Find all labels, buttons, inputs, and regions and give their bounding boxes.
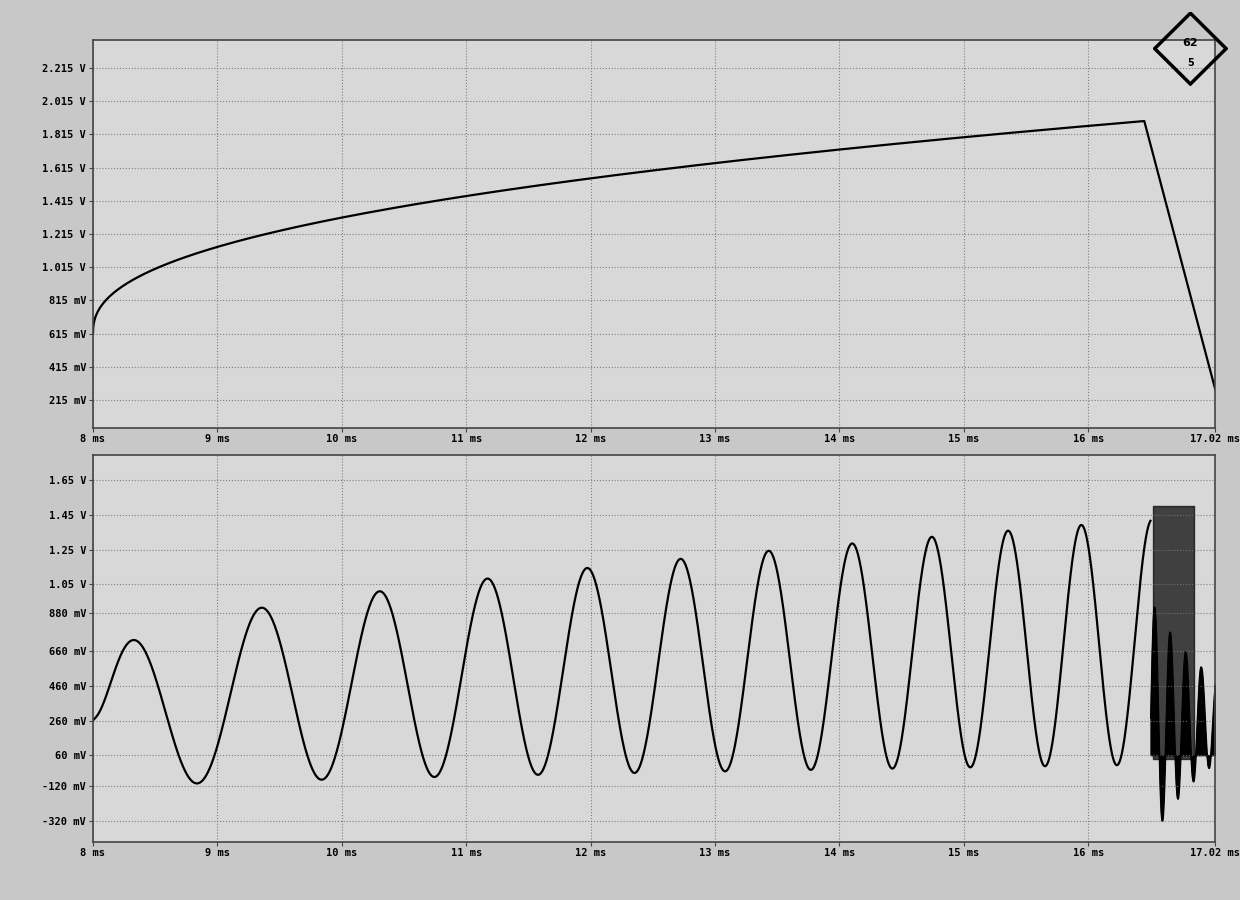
Text: 5: 5 [1187,58,1194,68]
Text: 62: 62 [1183,38,1198,48]
